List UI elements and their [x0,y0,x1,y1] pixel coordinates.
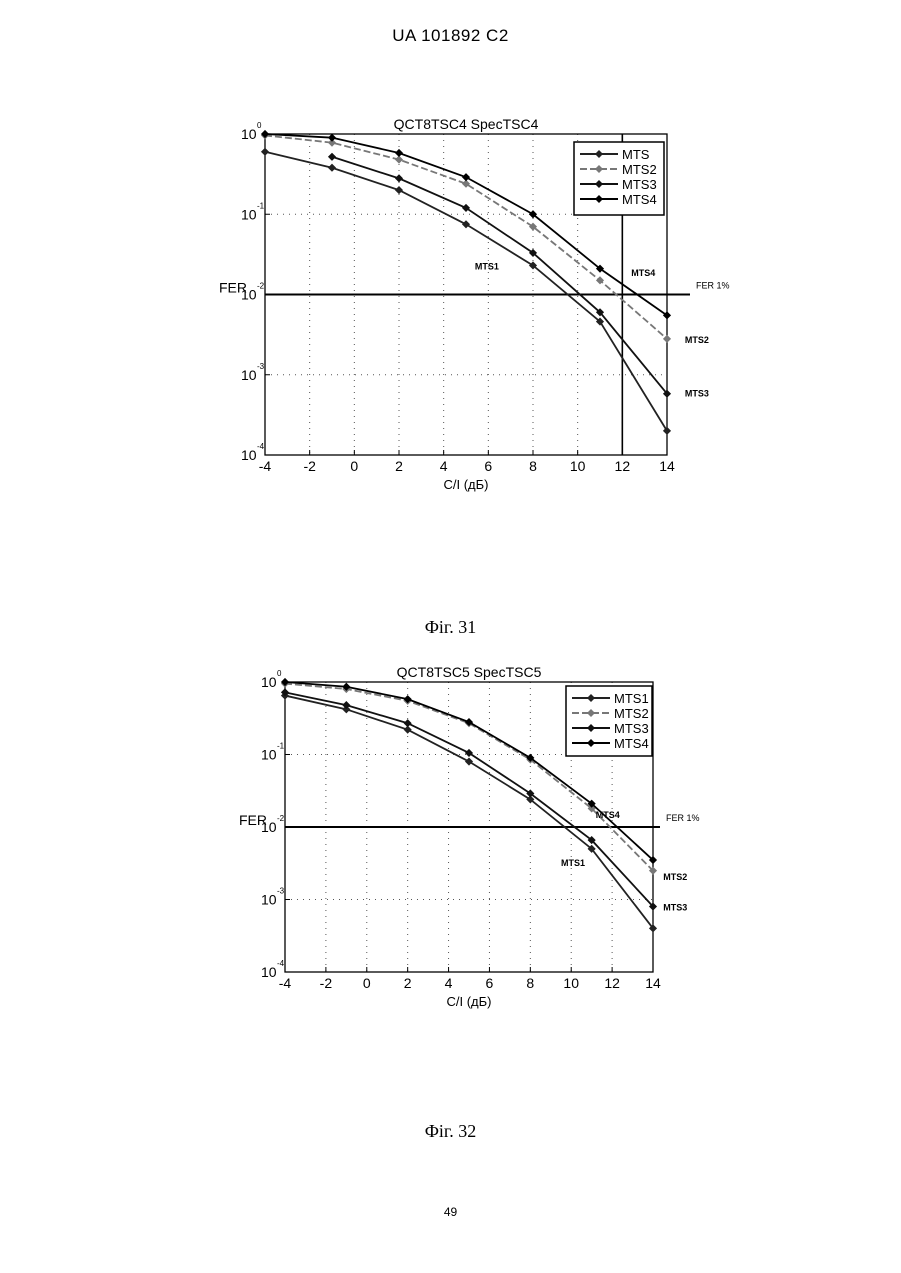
y-tick-label-exponent: -2 [277,814,285,823]
x-tick-label: 12 [604,975,620,991]
series-label: MTS2 [663,872,687,882]
x-tick-label: 2 [404,975,412,991]
y-tick-label-base: 10 [261,747,277,763]
series-label: MTS3 [663,903,687,913]
data-point [404,720,411,727]
y-tick-label-exponent: -1 [277,742,285,751]
x-tick-label: -4 [279,975,292,991]
legend-entry: MTS3 [614,721,649,736]
data-point [343,702,350,709]
y-tick-label-exponent: 0 [277,669,282,678]
series-label: MTS4 [596,810,620,820]
x-tick-label: 4 [445,975,453,991]
x-axis-label: C/I (дБ) [447,994,492,1009]
legend-entry: MTS1 [614,691,649,706]
y-tick-label-base: 10 [261,674,277,690]
x-tick-label: 10 [563,975,579,991]
x-tick-label: 8 [526,975,534,991]
y-tick-label-exponent: -3 [277,887,285,896]
x-tick-label: 0 [363,975,371,991]
page-number: 49 [0,1205,901,1219]
y-tick-label-exponent: -4 [277,959,285,968]
chart-title: QCT8TSC5 SpecTSC5 [397,664,542,680]
series-label: MTS1 [561,858,585,868]
legend-entry: MTS4 [614,736,649,751]
x-tick-label: -2 [320,975,333,991]
fer-threshold-label: FER 1% [666,813,700,823]
figure-32-caption: Фіг. 32 [0,1121,901,1142]
y-tick-label-base: 10 [261,964,277,980]
y-tick-label-base: 10 [261,892,277,908]
y-axis-label: FER [239,812,267,828]
x-tick-label: 6 [486,975,494,991]
figure-32-chart: -4-20246810121410010-110-210-310-4QCT8TS… [0,0,901,1180]
fig2-legend: MTS1MTS2MTS3MTS4 [566,686,652,756]
x-tick-label: 14 [645,975,661,991]
legend-entry: MTS2 [614,706,649,721]
